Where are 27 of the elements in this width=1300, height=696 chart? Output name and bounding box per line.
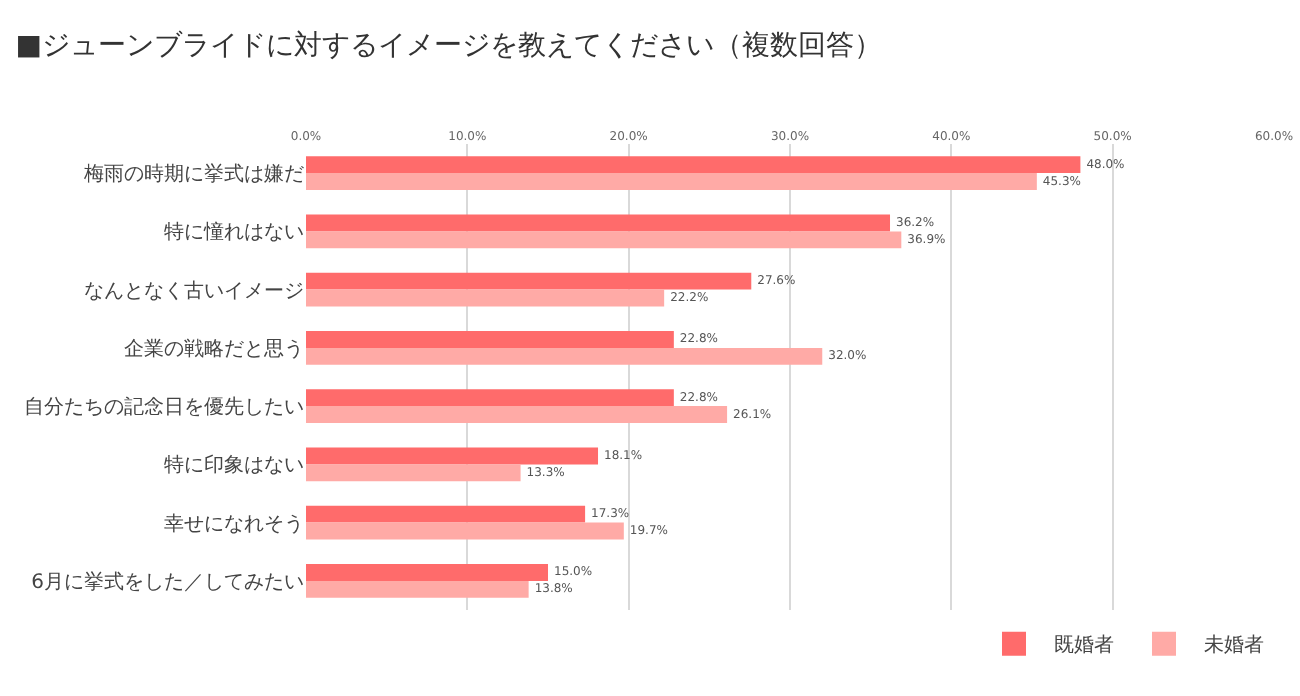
y-tick-label: 特に印象はない [164, 453, 304, 478]
y-tick-label: なんとなく古いイメージ [84, 278, 304, 303]
bar [306, 447, 599, 465]
y-tick-label: 幸せになれそう [164, 511, 304, 536]
chart-title: ■ジューンブライドに対するイメージを教えてください（複数回答） [15, 30, 883, 63]
legend-label: 既婚者 [1054, 633, 1114, 658]
bar [306, 173, 1037, 191]
bar [306, 214, 891, 232]
bar [306, 464, 521, 482]
bar [306, 389, 674, 407]
bar [306, 563, 548, 581]
bar [306, 272, 752, 290]
bar [306, 156, 1081, 174]
bar [306, 231, 902, 249]
y-tick-label: 梅雨の時期に挙式は嫌だ [82, 162, 304, 187]
bar [306, 580, 529, 598]
y-tick-label: 特に憧れはない [164, 220, 304, 245]
bar [306, 505, 586, 523]
legend-label: 未婚者 [1204, 633, 1264, 658]
bar [306, 330, 674, 348]
bar [306, 289, 665, 307]
y-tick-label: 自分たちの記念日を優先したい [24, 395, 304, 420]
bar [306, 522, 624, 540]
y-tick-label: 6月に挙式をした／してみたい [31, 569, 304, 594]
y-tick-label: 企業の戦略だと思う [124, 336, 304, 361]
bar [306, 406, 728, 424]
bar [306, 347, 823, 365]
